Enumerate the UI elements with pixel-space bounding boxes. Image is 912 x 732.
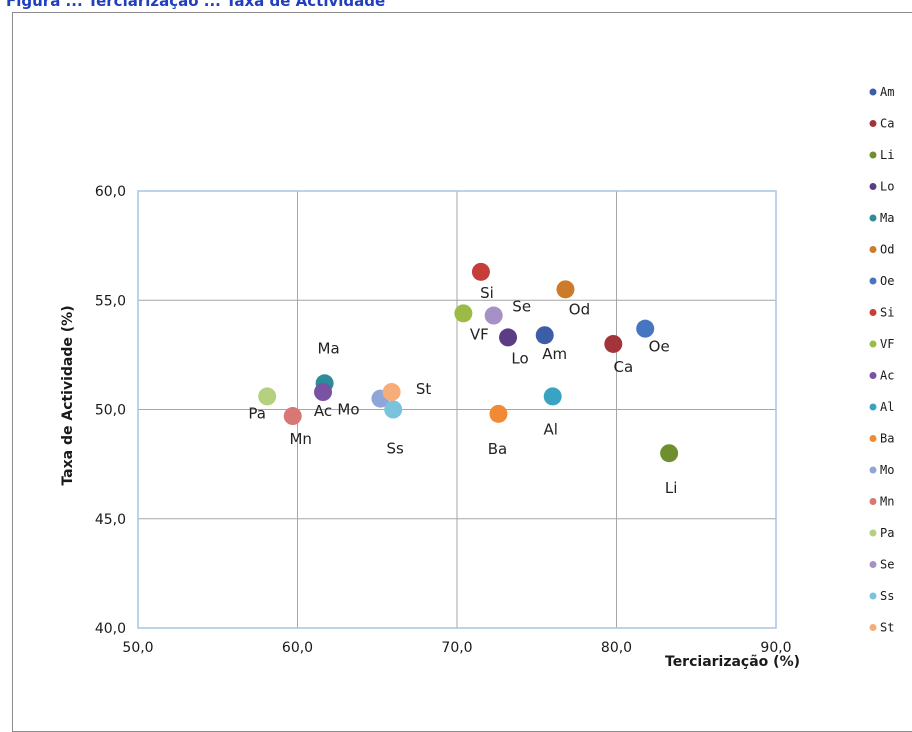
legend-marker-ca [869, 120, 877, 127]
point-ac [314, 383, 333, 402]
legend-marker-se [869, 561, 877, 568]
point-labels: Am Ca Li Lo Ma Od Oe Si VF Ac Al Ba Mo Mn Pa Se Ss St [248, 284, 677, 497]
legend-label-al: Al [880, 400, 894, 414]
x-axis-title: Terciarização (%) [665, 654, 800, 670]
y-tick-label: 50,0 [95, 403, 126, 419]
legend-marker-od [869, 246, 877, 253]
y-tick-label: 60,0 [95, 184, 126, 200]
legend-label-li: Li [880, 148, 894, 162]
legend: Am Ca Li Lo Ma Od Oe Si VF Ac Al Ba Mo Mn Pa Se Ss St [869, 85, 894, 635]
point-al [543, 387, 562, 406]
point-ba [489, 404, 508, 423]
legend-marker-oe [869, 277, 877, 285]
y-axis-title: Taxa de Actividade (%) [60, 305, 76, 485]
point-od [556, 280, 575, 299]
legend-marker-lo [869, 183, 877, 190]
point-label-ma: Ma [318, 339, 340, 357]
point-label-mn: Mn [289, 430, 311, 448]
legend-label-se: Se [880, 558, 894, 572]
legend-label-mn: Mn [880, 495, 894, 509]
legend-label-vf: VF [880, 337, 894, 351]
legend-label-od: Od [880, 243, 894, 257]
legend-marker-li [869, 151, 877, 159]
legend-label-oe: Oe [880, 274, 894, 288]
x-tick-label: 60,0 [282, 640, 313, 656]
x-tick-label: 50,0 [122, 640, 153, 656]
point-label-mo: Mo [337, 401, 359, 419]
y-tick-label: 40,0 [95, 621, 126, 637]
legend-label-mo: Mo [880, 463, 894, 477]
legend-marker-vf [869, 340, 877, 348]
point-label-li: Li [665, 479, 678, 497]
point-label-ss: Ss [387, 440, 405, 458]
legend-marker-ba [869, 435, 877, 442]
point-label-oe: Oe [649, 338, 670, 356]
plot-area [137, 190, 777, 629]
point-label-ac: Ac [314, 402, 332, 420]
legend-marker-mn [869, 498, 877, 505]
point-label-ba: Ba [488, 440, 507, 458]
legend-marker-am [869, 88, 877, 96]
point-label-od: Od [569, 300, 590, 318]
point-lo [499, 328, 518, 347]
grid-lines [138, 191, 776, 628]
legend-marker-si [869, 309, 877, 316]
point-label-lo: Lo [511, 349, 528, 367]
legend-marker-mo [869, 466, 877, 474]
data-points [258, 262, 679, 463]
y-tick-label: 55,0 [95, 293, 126, 309]
scatter-chart: 50,0 60,0 70,0 80,0 90,0 40,0 45,0 50,0 55,0 60,0… [60, 85, 894, 670]
point-label-st: St [416, 380, 432, 398]
legend-label-am: Am [880, 85, 894, 99]
x-tick-label: 70,0 [441, 640, 472, 656]
legend-label-ss: Ss [880, 589, 894, 603]
point-ca [604, 334, 623, 353]
legend-label-ca: Ca [880, 117, 894, 131]
legend-label-ma: Ma [880, 211, 894, 225]
point-am [535, 326, 554, 345]
point-st [382, 383, 401, 402]
legend-label-pa: Pa [880, 526, 894, 540]
point-mn [283, 407, 302, 426]
point-ss [384, 400, 403, 419]
point-pa [258, 387, 277, 406]
point-oe [636, 319, 655, 338]
legend-marker-pa [869, 529, 877, 537]
point-label-ca: Ca [613, 358, 633, 376]
legend-label-si: Si [880, 306, 894, 320]
point-label-si: Si [480, 284, 494, 302]
page-title: Figura ... Terciarização ... Taxa de Act… [6, 0, 386, 10]
x-tick-label: 90,0 [760, 640, 791, 656]
point-label-al: Al [543, 420, 557, 438]
point-label-am: Am [542, 345, 567, 363]
legend-marker-al [869, 403, 877, 411]
y-tick-label: 45,0 [95, 512, 126, 528]
point-se [484, 306, 503, 325]
point-label-se: Se [512, 298, 531, 316]
axis-ticks: 50,0 60,0 70,0 80,0 90,0 40,0 45,0 50,0 55,0 60,0 [95, 184, 792, 656]
legend-marker-ss [869, 592, 877, 600]
legend-marker-ac [869, 372, 877, 379]
point-li [660, 444, 679, 463]
point-label-vf: VF [470, 325, 489, 343]
legend-label-ba: Ba [880, 432, 894, 446]
legend-marker-ma [869, 214, 877, 222]
legend-label-st: St [880, 621, 894, 635]
point-label-pa: Pa [248, 404, 266, 422]
legend-label-lo: Lo [880, 180, 894, 194]
point-si [471, 262, 490, 281]
point-vf [454, 304, 473, 323]
x-tick-label: 80,0 [601, 640, 632, 656]
legend-label-ac: Ac [880, 369, 894, 383]
legend-marker-st [869, 624, 877, 631]
